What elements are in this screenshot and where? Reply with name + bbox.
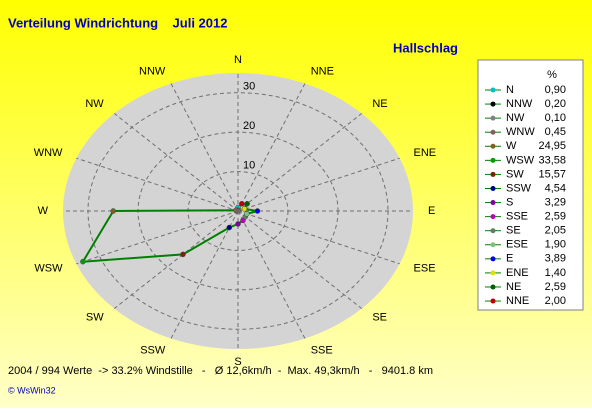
- legend-label: SW: [506, 168, 524, 180]
- grid-spoke: [237, 157, 400, 212]
- legend-marker: [490, 101, 496, 107]
- legend-value: 4,54: [545, 182, 566, 194]
- legend-label: NNE: [506, 295, 529, 307]
- copyright: © WsWin32: [8, 385, 56, 395]
- grid-spoke: [113, 113, 239, 212]
- direction-label: SSW: [140, 344, 166, 356]
- legend-marker: [490, 298, 496, 304]
- wind-point: [235, 221, 241, 227]
- r-tick-label: 20: [243, 120, 255, 132]
- wind-point: [110, 208, 116, 214]
- legend-value: 2,59: [545, 211, 566, 223]
- legend-box: [477, 59, 584, 311]
- legend-value: 33,58: [538, 154, 566, 166]
- legend-marker: [490, 129, 496, 135]
- direction-label: NNW: [139, 65, 166, 77]
- legend-value: 1,90: [545, 239, 566, 251]
- legend-label: ESE: [506, 239, 528, 251]
- legend-label: SSW: [506, 182, 532, 194]
- direction-label: NW: [85, 98, 104, 110]
- direction-label: N: [234, 54, 242, 66]
- legend-marker: [490, 256, 496, 262]
- direction-label: WNW: [34, 147, 63, 159]
- legend-marker: [490, 157, 496, 163]
- direction-label: W: [38, 205, 49, 217]
- grid-spoke: [113, 210, 239, 309]
- legend-label: ENE: [506, 267, 529, 279]
- legend-label: NW: [506, 112, 525, 124]
- direction-label: NE: [372, 98, 387, 110]
- legend-marker: [490, 115, 496, 121]
- r-tick-label: 10: [243, 159, 255, 171]
- legend-label: SE: [506, 225, 521, 237]
- direction-label: WSW: [34, 263, 63, 275]
- grid-spoke: [237, 83, 306, 212]
- r-tick-label: 30: [243, 81, 255, 93]
- wind-point: [244, 201, 250, 207]
- direction-label: SW: [86, 312, 104, 324]
- legend-value: 0,90: [545, 84, 566, 96]
- legend-marker: [490, 200, 496, 206]
- legend-marker: [490, 214, 496, 220]
- legend-unit: %: [547, 69, 557, 81]
- legend-value: 1,40: [545, 267, 566, 279]
- grid-spoke: [237, 210, 363, 309]
- grid-spoke: [170, 83, 239, 212]
- legend-marker: [490, 228, 496, 234]
- grid-spoke: [237, 210, 306, 339]
- legend-marker: [490, 87, 496, 93]
- legend-value: 0,10: [545, 112, 566, 124]
- direction-label: ESE: [414, 263, 436, 275]
- wind-point: [239, 200, 245, 207]
- legend-label: WSW: [506, 154, 535, 166]
- legend-label: SSE: [506, 211, 528, 223]
- legend-marker: [490, 143, 496, 149]
- legend-value: 2,05: [545, 225, 566, 237]
- chart-subtitle: Hallschlag: [393, 40, 458, 55]
- legend-label: NNW: [506, 98, 533, 110]
- legend-value: 3,89: [545, 253, 566, 265]
- legend-value: 15,57: [538, 168, 566, 180]
- wind-point: [254, 208, 261, 214]
- direction-label: SSE: [311, 344, 333, 356]
- legend-marker: [490, 270, 496, 276]
- legend-value: 2,59: [545, 281, 566, 293]
- legend-value: 3,29: [545, 196, 566, 208]
- grid-spoke: [76, 210, 239, 265]
- wind-point: [180, 251, 186, 258]
- grid-spoke: [237, 113, 363, 212]
- legend-label: S: [506, 196, 513, 208]
- direction-label: S: [234, 356, 241, 368]
- wind-point: [241, 206, 248, 212]
- wind-point: [233, 207, 239, 214]
- chart-title: Verteilung Windrichtung Juli 2012: [8, 15, 227, 30]
- wind-point: [244, 211, 250, 217]
- legend-value: 0,20: [545, 98, 566, 110]
- footer: 2004 / 994 Werte -> 33.2% Windstille - Ø…: [8, 365, 433, 377]
- legend-value: 2,00: [545, 295, 566, 307]
- legend-value: 24,95: [538, 140, 566, 152]
- legend-marker: [490, 284, 496, 290]
- legend-label: W: [506, 140, 517, 152]
- grid-spoke: [170, 210, 239, 339]
- wind-point: [226, 224, 233, 231]
- legend-marker: [490, 185, 496, 191]
- direction-label: SE: [372, 312, 387, 324]
- legend-label: NE: [506, 281, 521, 293]
- legend-label: WNW: [506, 126, 535, 138]
- legend-marker: [490, 171, 496, 177]
- direction-label: ENE: [414, 147, 437, 159]
- grid-spoke: [237, 210, 400, 265]
- legend-marker: [490, 242, 496, 248]
- legend-label: E: [506, 253, 513, 265]
- direction-label: E: [428, 205, 435, 217]
- legend-label: N: [506, 84, 514, 96]
- grid-spoke: [76, 157, 239, 212]
- legend-value: 0,45: [545, 126, 566, 138]
- wind-point: [80, 258, 86, 265]
- direction-label: NNE: [311, 65, 334, 77]
